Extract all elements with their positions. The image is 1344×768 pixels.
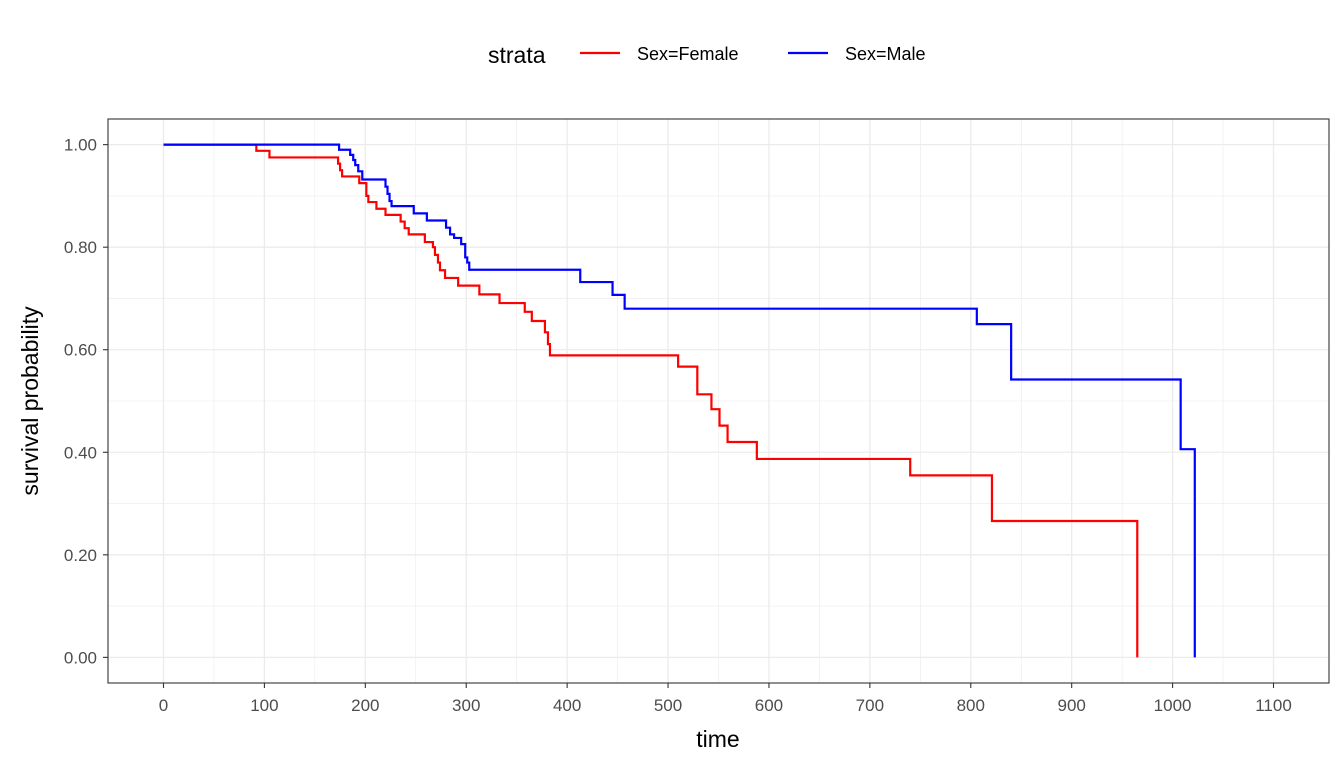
legend: strata Sex=Female Sex=Male [488, 42, 926, 68]
y-axis-title: survival probability [17, 306, 43, 496]
x-tick-label: 1100 [1255, 696, 1292, 715]
x-tick-label: 1000 [1154, 696, 1192, 715]
x-tick-label: 600 [755, 696, 783, 715]
panel-border [107, 118, 1330, 684]
x-tick-label: 500 [654, 696, 682, 715]
y-tick-label: 0.40 [64, 443, 97, 462]
minor-gridlines [108, 119, 1329, 683]
y-tick-label: 0.80 [64, 238, 97, 257]
x-tick-label: 800 [957, 696, 985, 715]
y-tick-label: 1.00 [64, 136, 97, 155]
legend-label-sex-male: Sex=Male [845, 44, 926, 64]
x-axis-title: time [696, 726, 739, 752]
major-gridlines [108, 119, 1329, 683]
legend-label-sex-female: Sex=Female [637, 44, 739, 64]
y-axis: 0.00 0.20 0.40 0.60 0.80 1.00 [64, 136, 108, 667]
x-tick-label: 200 [351, 696, 379, 715]
x-tick-label: 100 [250, 696, 278, 715]
y-tick-label: 0.60 [64, 341, 97, 360]
y-tick-label: 0.20 [64, 546, 97, 565]
y-tick-label: 0.00 [64, 648, 97, 667]
x-tick-label: 300 [452, 696, 480, 715]
series-layer [163, 143, 1196, 658]
legend-title: strata [488, 42, 546, 68]
x-tick-label: 900 [1057, 696, 1085, 715]
series-line-sex-male [163, 143, 1196, 658]
x-axis: 0 100 200 300 400 500 600 700 800 900 1000 1100 [159, 683, 1292, 715]
series-line-sex-female [163, 143, 1139, 658]
x-tick-label: 400 [553, 696, 581, 715]
x-tick-label: 700 [856, 696, 884, 715]
x-tick-label: 0 [159, 696, 168, 715]
